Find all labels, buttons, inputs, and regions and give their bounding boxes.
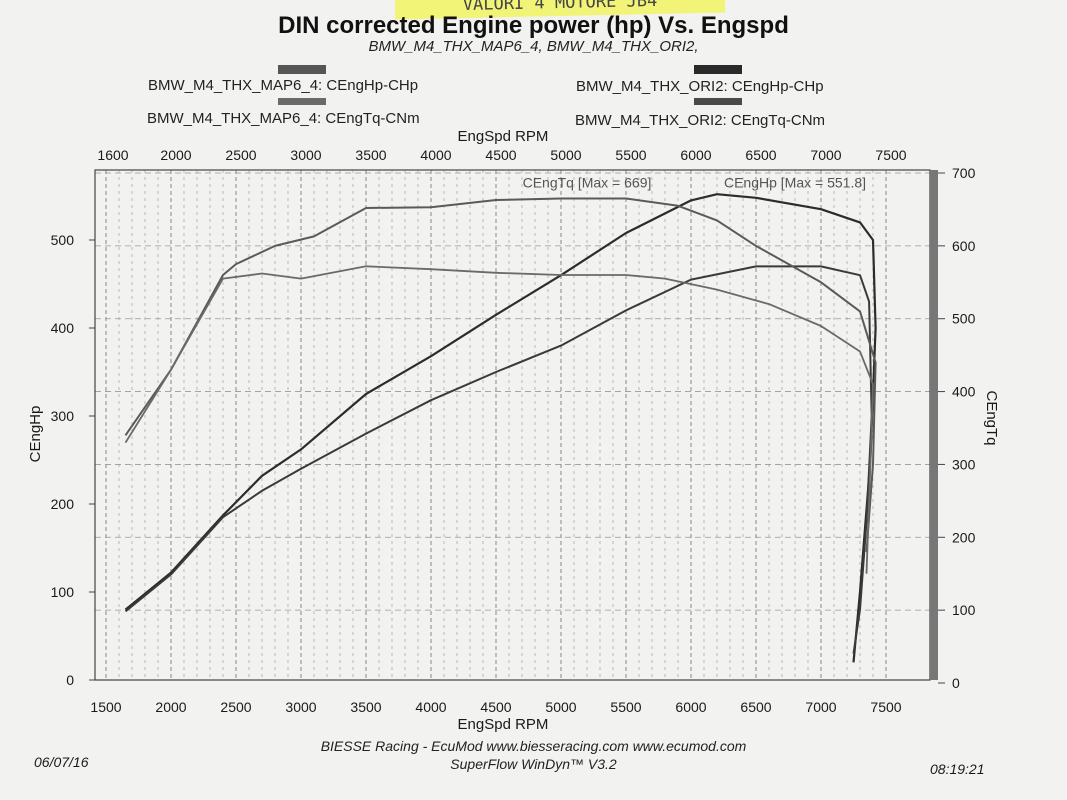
y-tick-label-right: 200: [952, 529, 976, 545]
x-tick-label-bottom: 6000: [675, 699, 706, 715]
x-axis-title-bottom: EngSpd RPM: [458, 716, 549, 733]
x-tick-label-bottom: 1500: [90, 699, 121, 715]
series-lines: [124, 193, 877, 663]
x-tick-label-top: 7000: [810, 147, 841, 163]
x-tick-label-bottom: 4500: [480, 699, 511, 715]
x-tick-label-bottom: 5500: [610, 699, 641, 715]
y-tick-label-right: 500: [952, 311, 976, 327]
y-axis-title-right: CEngTq: [983, 390, 1000, 445]
x-tick-label-top: 3000: [290, 147, 321, 163]
x-tick-label-top: 5500: [615, 147, 646, 163]
grid: [95, 170, 930, 680]
legend-label-ori-tq: BMW_M4_THX_ORI2: CEngTq-CNm: [575, 112, 826, 129]
series-line-4: [124, 265, 874, 574]
y-tick-label-left: 300: [51, 408, 75, 424]
right-frame-band: [930, 170, 938, 680]
x-tick-label-bottom: 7500: [870, 699, 901, 715]
y-tick-label-left: 200: [51, 496, 75, 512]
x-tick-label-bottom: 3500: [350, 699, 381, 715]
series-line-1: [124, 193, 877, 663]
annotation-1: CEngTq [Max = 669]: [523, 175, 652, 191]
x-tick-label-bottom: 5000: [545, 699, 576, 715]
x-tick-label-top: 6000: [680, 147, 711, 163]
x-tick-label-top: 1600: [97, 147, 128, 163]
x-tick-label-top: 5000: [550, 147, 581, 163]
x-tick-label-top: 2000: [160, 147, 191, 163]
x-tick-label-top: 4500: [485, 147, 516, 163]
x-tick-label-bottom: 7000: [805, 699, 836, 715]
y-tick-label-right: 100: [952, 602, 976, 618]
legend-label-ori-hp: BMW_M4_THX_ORI2: CEngHp-CHp: [576, 78, 824, 95]
y-tick-label-left: 400: [51, 320, 75, 336]
footer-software: SuperFlow WinDyn™ V3.2: [450, 756, 617, 772]
legend-label-map-tq: BMW_M4_THX_MAP6_4: CEngTq-CNm: [147, 110, 420, 127]
x-tick-label-bottom: 4000: [415, 699, 446, 715]
y-axis-title-left: CEngHp: [27, 406, 44, 463]
y-tick-label-left: 0: [66, 672, 74, 688]
y-tick-label-right: 600: [952, 238, 976, 254]
legend-swatch-map-hp: [278, 65, 326, 74]
series-line-2: [124, 265, 873, 654]
x-tick-label-bottom: 2000: [155, 699, 186, 715]
annotations: CEngTq [Max = 669] CEngHp [Max = 551.8]: [523, 175, 866, 191]
x-tick-label-top: 2500: [225, 147, 256, 163]
chart-subtitle: BMW_M4_THX_MAP6_4, BMW_M4_THX_ORI2,: [368, 38, 699, 55]
x-tick-label-bottom: 3000: [285, 699, 316, 715]
annotation-2: CEngHp [Max = 551.8]: [724, 175, 866, 191]
x-tick-label-top: 7500: [875, 147, 906, 163]
legend-label-map-hp: BMW_M4_THX_MAP6_4: CEngHp-CHp: [148, 77, 419, 94]
x-tick-label-bottom: 6500: [740, 699, 771, 715]
y-tick-label-left: 100: [51, 584, 75, 600]
y-tick-label-right: 700: [952, 165, 976, 181]
chart-title: DIN corrected Engine power (hp) Vs. Engs…: [278, 12, 789, 39]
y-tick-label-right: 300: [952, 456, 976, 472]
y-tick-label-right: 400: [952, 384, 976, 400]
x-tick-label-top: 4000: [420, 147, 451, 163]
legend-swatch-ori-hp: [694, 65, 742, 74]
footer-credit: BIESSE Racing - EcuMod www.biesseracing.…: [320, 738, 747, 754]
y-tick-label-right: 0: [952, 675, 960, 691]
y-tick-label-left: 500: [51, 232, 75, 248]
axis-ticks: 1500200020002500250030003000350035004000…: [51, 147, 976, 715]
footer-date: 06/07/16: [34, 754, 89, 770]
plot-frame: [94, 169, 931, 681]
legend-swatch-ori-tq: [694, 98, 742, 105]
x-axis-title-top: EngSpd RPM: [458, 128, 549, 145]
x-tick-label-top: 6500: [745, 147, 776, 163]
footer-time: 08:19:21: [930, 761, 985, 777]
x-tick-label-top: 3500: [355, 147, 386, 163]
series-line-3: [124, 197, 877, 552]
x-tick-label-bottom: 2500: [220, 699, 251, 715]
legend-swatch-map-tq: [278, 98, 326, 105]
